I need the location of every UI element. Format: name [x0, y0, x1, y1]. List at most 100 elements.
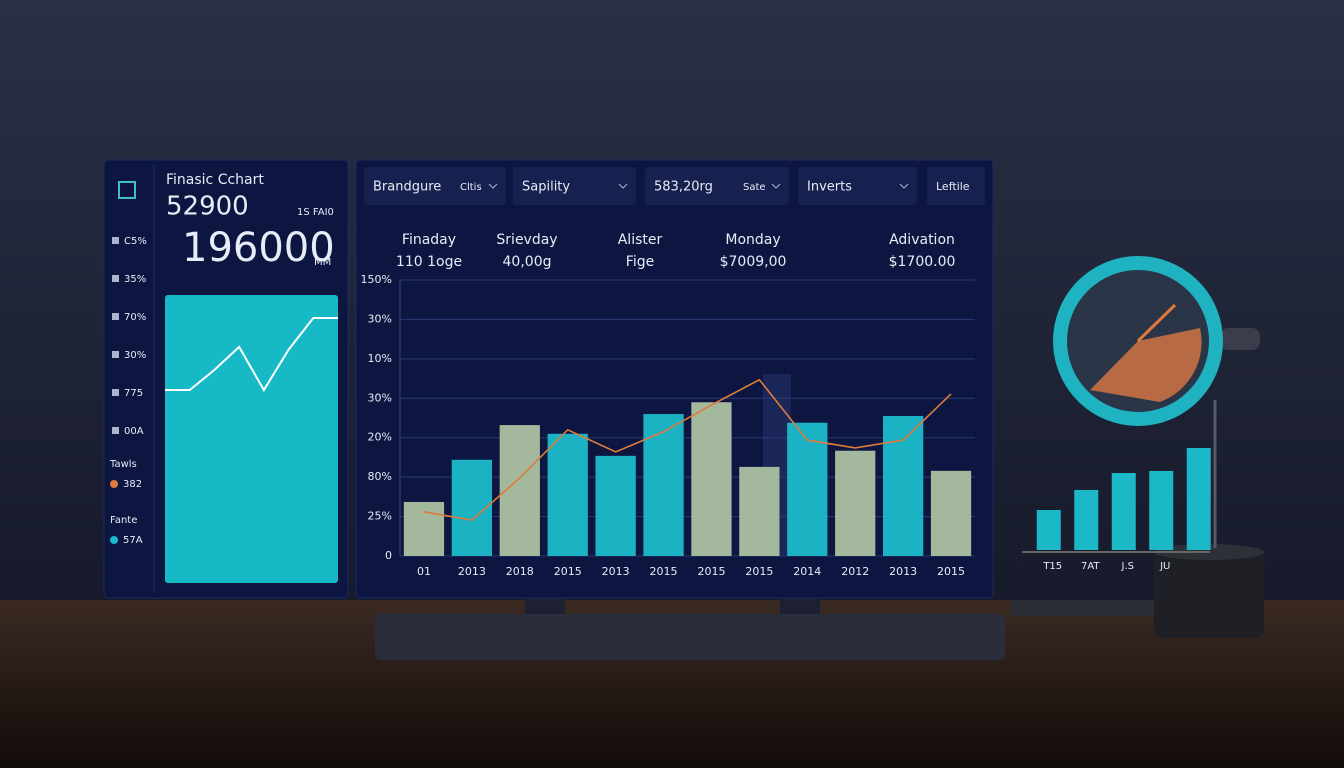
value-unit: MM: [314, 257, 331, 268]
legend-value: 382: [123, 479, 142, 490]
item-icon: [112, 427, 119, 434]
value-big: 196000: [182, 225, 335, 271]
side-item: 00A: [124, 426, 144, 437]
toolbar-label: Sapility: [522, 180, 570, 195]
bar: [930, 470, 972, 556]
side-tick-label: J.S: [1121, 561, 1134, 572]
side-item: 70%: [124, 312, 146, 323]
item-icon: [112, 313, 119, 320]
stat-title: Finaday: [402, 232, 456, 248]
side-bar: [1186, 448, 1211, 550]
bar: [787, 422, 828, 556]
x-tick-label: 2014: [793, 565, 821, 578]
toolbar-label: Brandgure: [373, 180, 441, 195]
lamp-head: [1220, 328, 1260, 350]
y-tick-label: 20%: [368, 431, 392, 444]
stat-value: $7009,00: [720, 254, 787, 270]
x-tick-label: 2015: [937, 565, 965, 578]
toolbar-sub: Cltis: [460, 182, 482, 193]
toolbar-sub: Sate: [743, 182, 766, 193]
x-tick-label: 2015: [650, 565, 678, 578]
sparkline-area: [165, 295, 338, 583]
side-item: C5%: [124, 236, 147, 247]
x-tick-label: 2013: [602, 565, 630, 578]
toolbar-item: [364, 167, 506, 205]
chevron: [771, 183, 781, 189]
stat-title: Adivation: [889, 232, 955, 248]
value-note: 1S FAI0: [297, 207, 334, 218]
item-icon: [112, 389, 119, 396]
y-tick-label: 25%: [368, 510, 392, 523]
x-tick-label: 2018: [506, 565, 534, 578]
side-bar: [1074, 490, 1099, 550]
stat-value: Fige: [626, 254, 654, 270]
stat-value: 110 1oge: [396, 254, 462, 270]
item-icon: [112, 237, 119, 244]
legend-title: Tawls: [109, 459, 137, 470]
bar: [835, 450, 876, 556]
toolbar-label: Leftile: [936, 180, 970, 193]
bar: [691, 402, 732, 556]
legend-dot: [110, 536, 118, 544]
item-icon: [112, 351, 119, 358]
bar: [739, 466, 780, 556]
side-item: 30%: [124, 350, 146, 361]
legend-title: Fante: [110, 515, 137, 526]
stat-title: Srievday: [496, 232, 557, 248]
keyboard: [375, 614, 1005, 660]
value-main: 52900: [166, 192, 249, 222]
toolbar-label: 583,20rg: [654, 180, 713, 195]
line: [423, 378, 952, 521]
stat-title: Monday: [725, 232, 780, 248]
item-icon: [112, 275, 119, 282]
toolbar-item: [927, 167, 985, 205]
y-tick-label: 30%: [368, 312, 392, 325]
x-tick-label: 2013: [458, 565, 486, 578]
bar: [547, 433, 588, 556]
x-tick-label: 2015: [697, 565, 725, 578]
gauge-hand: [1136, 303, 1177, 343]
side-item: 35%: [124, 274, 146, 285]
legend-value: 57A: [123, 535, 143, 546]
y-tick-label: 30%: [368, 391, 392, 404]
side-tick-label: T15: [1042, 561, 1062, 572]
toolbar-item: [645, 167, 789, 205]
panel-title: Finasic Cchart: [166, 172, 264, 188]
bar: [643, 414, 684, 556]
bar: [403, 501, 445, 556]
chevron: [618, 183, 628, 189]
logo: [118, 181, 136, 199]
side-bar: [1149, 471, 1174, 550]
x-tick-label: 2015: [554, 565, 582, 578]
side-bar: [1111, 473, 1136, 550]
side-tick-label: JU: [1159, 561, 1170, 572]
toolbar-label: Inverts: [807, 180, 852, 195]
side-bar: [1036, 510, 1061, 550]
bar: [595, 455, 636, 556]
x-tick-label: 2012: [841, 565, 869, 578]
y-tick-label: 80%: [368, 470, 392, 483]
bar: [883, 416, 924, 556]
chevron: [899, 183, 909, 189]
x-tick-label: 2015: [745, 565, 773, 578]
y-tick-label: 0: [385, 549, 392, 562]
stat-value: $1700.00: [889, 254, 956, 270]
x-tick-label: 01: [417, 565, 431, 578]
legend-dot: [110, 480, 118, 488]
stand-base: [1010, 600, 1170, 616]
cup: [1154, 548, 1264, 638]
toolbar-item: [513, 167, 636, 205]
monitor-stand: [525, 596, 565, 616]
y-tick-label: 10%: [368, 352, 392, 365]
side-item: 775: [124, 388, 143, 399]
sparkline: [165, 317, 338, 393]
monitor-stand: [780, 596, 820, 616]
side-tick-label: 7AT: [1081, 561, 1100, 572]
toolbar-item: [798, 167, 917, 205]
chevron: [488, 183, 498, 189]
gauge-sector: [1090, 328, 1202, 402]
x-tick-label: 2013: [889, 565, 917, 578]
stat-value: 40,00g: [503, 254, 552, 270]
